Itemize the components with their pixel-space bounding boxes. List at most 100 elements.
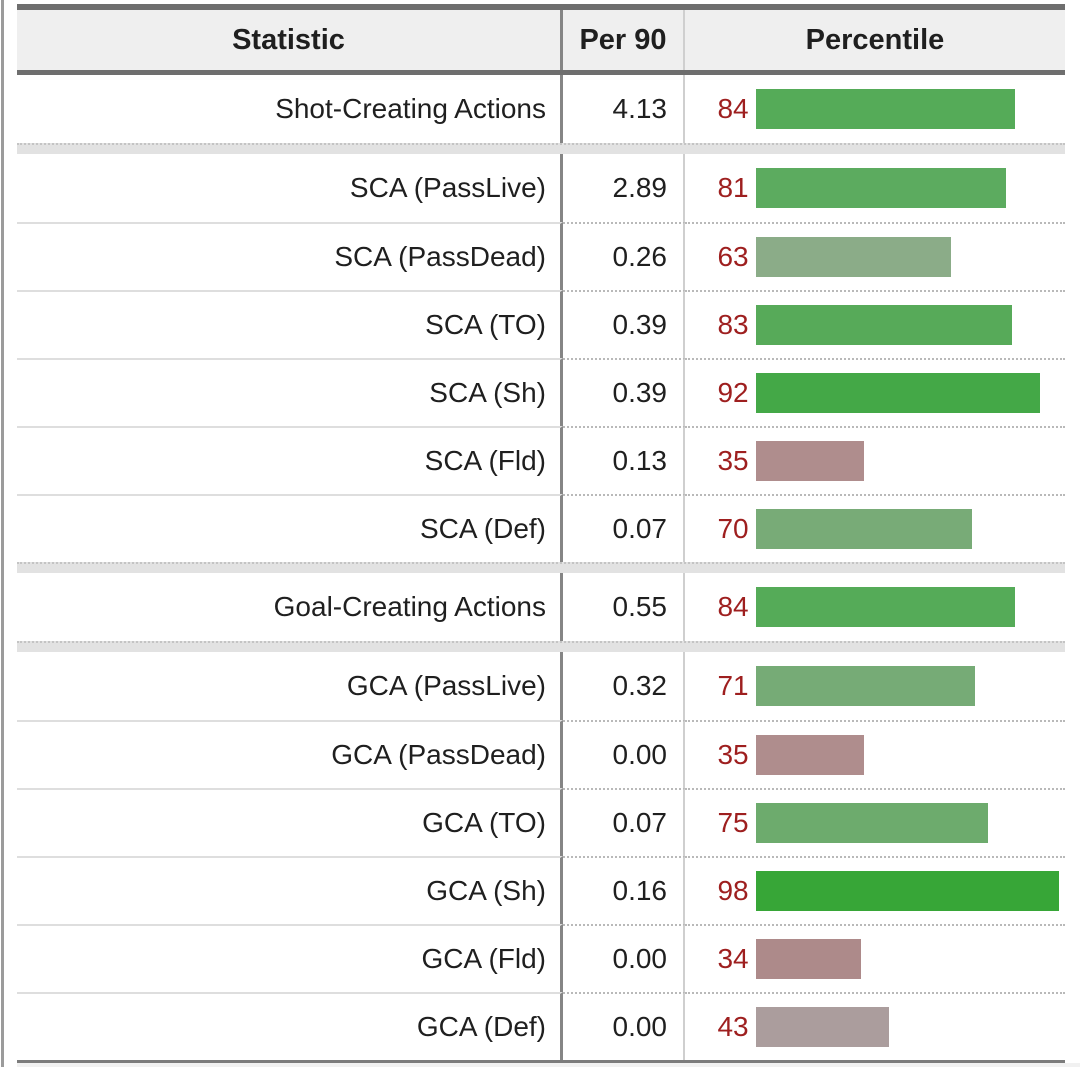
header-per90: Per 90 bbox=[563, 10, 685, 70]
table-row: Shot-Creating Actions 4.13 84 bbox=[17, 75, 1065, 143]
percentile-bar bbox=[755, 939, 861, 979]
percentile-cell: 35 bbox=[685, 720, 1065, 788]
per90-value: 2.89 bbox=[563, 154, 685, 222]
percentile-cell: 35 bbox=[685, 426, 1065, 494]
table-header-row: Statistic Per 90 Percentile bbox=[17, 4, 1065, 75]
percentile-bar-track bbox=[755, 305, 1065, 345]
stat-label: SCA (TO) bbox=[17, 290, 563, 358]
percentile-cell: 84 bbox=[685, 573, 1065, 641]
percentile-bar-track bbox=[755, 237, 1065, 277]
percentile-value: 81 bbox=[717, 172, 749, 203]
percentile-bar bbox=[755, 666, 976, 706]
percentile-bar-track bbox=[755, 441, 1065, 481]
per90-value: 0.55 bbox=[563, 573, 685, 641]
stat-label: GCA (PassLive) bbox=[17, 652, 563, 720]
table-row: SCA (Sh) 0.39 92 bbox=[17, 358, 1065, 426]
percentile-value: 34 bbox=[717, 943, 749, 974]
stat-label: SCA (Def) bbox=[17, 494, 563, 562]
scouting-report-table: Statistic Per 90 Percentile Shot-Creatin… bbox=[17, 4, 1065, 1065]
table-bottom-border bbox=[17, 1060, 1065, 1065]
per90-value: 0.26 bbox=[563, 222, 685, 290]
table-row: GCA (Def) 0.00 43 bbox=[17, 992, 1065, 1060]
group-spacer bbox=[17, 641, 1065, 652]
screen-edge-divider bbox=[1, 0, 4, 1067]
stat-label: GCA (Def) bbox=[17, 992, 563, 1060]
table-row: GCA (PassLive) 0.32 71 bbox=[17, 652, 1065, 720]
percentile-value: 84 bbox=[717, 591, 749, 622]
table-row: GCA (TO) 0.07 75 bbox=[17, 788, 1065, 856]
percentile-value: 98 bbox=[717, 875, 749, 906]
percentile-bar bbox=[755, 871, 1059, 911]
percentile-bar-track bbox=[755, 509, 1065, 549]
percentile-bar-track bbox=[755, 939, 1065, 979]
stat-label: GCA (Fld) bbox=[17, 924, 563, 992]
percentile-cell: 63 bbox=[685, 222, 1065, 290]
percentile-value: 35 bbox=[717, 739, 749, 770]
percentile-cell: 81 bbox=[685, 154, 1065, 222]
percentile-bar bbox=[755, 305, 1013, 345]
percentile-bar-track bbox=[755, 1007, 1065, 1047]
per90-value: 0.39 bbox=[563, 290, 685, 358]
percentile-value: 71 bbox=[717, 670, 749, 701]
per90-value: 0.07 bbox=[563, 788, 685, 856]
stat-label: SCA (Sh) bbox=[17, 358, 563, 426]
percentile-cell: 84 bbox=[685, 75, 1065, 143]
group-spacer bbox=[17, 143, 1065, 154]
percentile-cell: 75 bbox=[685, 788, 1065, 856]
table-row: GCA (PassDead) 0.00 35 bbox=[17, 720, 1065, 788]
table-row: SCA (PassDead) 0.26 63 bbox=[17, 222, 1065, 290]
per90-value: 0.16 bbox=[563, 856, 685, 924]
stat-label: SCA (PassDead) bbox=[17, 222, 563, 290]
stat-label: SCA (PassLive) bbox=[17, 154, 563, 222]
per90-value: 0.13 bbox=[563, 426, 685, 494]
stat-label: Goal-Creating Actions bbox=[17, 573, 563, 641]
percentile-cell: 98 bbox=[685, 856, 1065, 924]
percentile-cell: 83 bbox=[685, 290, 1065, 358]
percentile-bar-track bbox=[755, 735, 1065, 775]
header-statistic: Statistic bbox=[17, 10, 563, 70]
percentile-value: 84 bbox=[717, 93, 749, 124]
table-row: SCA (PassLive) 2.89 81 bbox=[17, 154, 1065, 222]
percentile-bar bbox=[755, 509, 973, 549]
percentile-cell: 43 bbox=[685, 992, 1065, 1060]
percentile-value: 35 bbox=[717, 445, 749, 476]
next-section-edge bbox=[17, 1063, 1080, 1067]
per90-value: 0.00 bbox=[563, 720, 685, 788]
percentile-bar-track bbox=[755, 871, 1065, 911]
percentile-bar bbox=[755, 373, 1041, 413]
percentile-bar bbox=[755, 587, 1016, 627]
percentile-bar-track bbox=[755, 373, 1065, 413]
table-row: Goal-Creating Actions 0.55 84 bbox=[17, 573, 1065, 641]
percentile-bar bbox=[755, 89, 1016, 129]
header-percentile: Percentile bbox=[805, 23, 945, 56]
percentile-bar bbox=[755, 803, 988, 843]
percentile-value: 70 bbox=[717, 513, 749, 544]
per90-value: 0.07 bbox=[563, 494, 685, 562]
percentile-bar-track bbox=[755, 89, 1065, 129]
stat-label: GCA (PassDead) bbox=[17, 720, 563, 788]
stat-label: GCA (Sh) bbox=[17, 856, 563, 924]
percentile-bar bbox=[755, 168, 1007, 208]
percentile-value: 83 bbox=[717, 309, 749, 340]
percentile-bar-track bbox=[755, 666, 1065, 706]
percentile-bar bbox=[755, 1007, 889, 1047]
group-spacer bbox=[17, 562, 1065, 573]
per90-value: 0.00 bbox=[563, 924, 685, 992]
percentile-cell: 71 bbox=[685, 652, 1065, 720]
percentile-cell: 34 bbox=[685, 924, 1065, 992]
per90-value: 4.13 bbox=[563, 75, 685, 143]
per90-value: 0.32 bbox=[563, 652, 685, 720]
per90-value: 0.00 bbox=[563, 992, 685, 1060]
percentile-bar-track bbox=[755, 168, 1065, 208]
stat-label: SCA (Fld) bbox=[17, 426, 563, 494]
percentile-bar bbox=[755, 237, 951, 277]
per90-value: 0.39 bbox=[563, 358, 685, 426]
percentile-cell: 92 bbox=[685, 358, 1065, 426]
percentile-cell: 70 bbox=[685, 494, 1065, 562]
table-row: SCA (Def) 0.07 70 bbox=[17, 494, 1065, 562]
percentile-bar bbox=[755, 735, 864, 775]
percentile-value: 63 bbox=[717, 241, 749, 272]
table-row: GCA (Sh) 0.16 98 bbox=[17, 856, 1065, 924]
table-row: SCA (Fld) 0.13 35 bbox=[17, 426, 1065, 494]
